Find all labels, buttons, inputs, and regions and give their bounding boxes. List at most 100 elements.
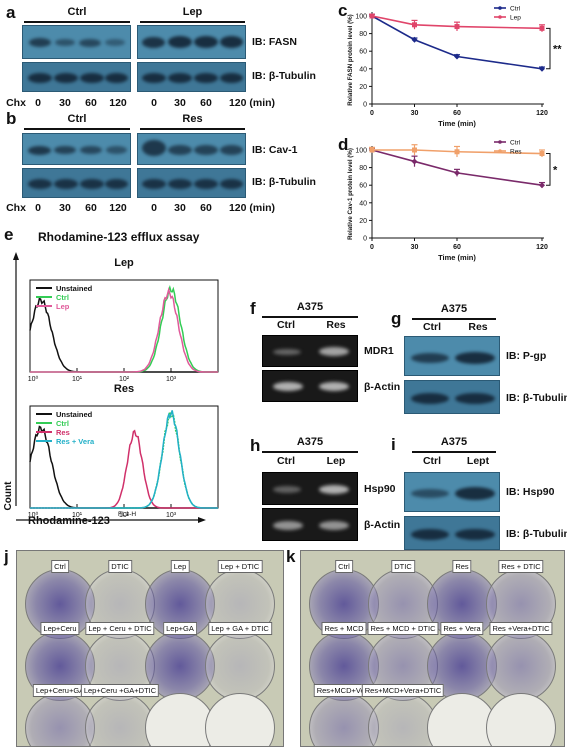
- panel-j-well-2-1: [85, 693, 155, 746]
- panel-d-letter: d: [338, 135, 349, 154]
- hist-curve-top-2: [30, 286, 218, 373]
- panel-f-cell-line: A375: [296, 301, 324, 313]
- panel-h-lanes: Ctrl Lep: [262, 455, 358, 469]
- hist-curve-bottom-3: [30, 410, 218, 509]
- panel-i-blot-hsp90: [404, 472, 500, 512]
- panel-b-label-cav1: IB: Cav-1: [252, 144, 298, 156]
- data-point-lep-2: [454, 24, 460, 30]
- panel-b-lane-3: 60: [85, 202, 97, 214]
- significance-bracket: [546, 27, 551, 70]
- x-tick-label-3: 120: [536, 244, 548, 251]
- hist-tick-label-bottom-0: 10⁰: [28, 511, 39, 519]
- panel-a-lane-8: 120 (min): [228, 97, 276, 109]
- panel-g-lanes: Ctrl Res: [406, 321, 502, 335]
- panel-g-lane-res: Res: [468, 321, 488, 333]
- panel-j-plate: Ctrl DTIC Lep Lep + DTIC Lep+Ceru Lep + Ceru …: [16, 550, 284, 747]
- panel-i-cell-line-rule: [412, 451, 496, 453]
- panel-i-letter: i: [391, 435, 396, 454]
- panel-g-lane-ctrl: Ctrl: [422, 321, 442, 333]
- x-axis-label: Time (min): [438, 253, 476, 262]
- panel-b-label-tubulin: IB: β-Tubulin: [252, 176, 316, 188]
- legend-marker-lep: [498, 15, 502, 19]
- hist-legend-label-top-0: Unstained: [56, 284, 93, 293]
- data-point-res-3: [539, 151, 545, 157]
- panel-j-well-2-0: [25, 693, 95, 746]
- panel-a-label-fasn: IB: FASN: [252, 36, 297, 48]
- hist-tick-label-bottom-3: 10³: [166, 512, 177, 519]
- panel-j-well-label-1-2: Lep+GA: [163, 622, 197, 635]
- series-line-ctrl: [371, 15, 543, 70]
- panel-k-well-label-1-1: Res + MCD + DTIC: [367, 622, 439, 635]
- panel-k-well-2-2: [427, 693, 497, 746]
- panel-k-well-1-3: [486, 631, 556, 701]
- panel-j-well-label-1-0: Lep+Ceru: [40, 622, 80, 635]
- panel-k-well-label-1-3: Res +Vera+DTIC: [489, 622, 553, 635]
- panel-j-well-1-3: [205, 631, 275, 701]
- significance-bracket: [546, 153, 551, 186]
- panel-a-fasn-blot-lep: [137, 25, 246, 59]
- data-point-ctrl-2: [454, 53, 460, 60]
- y-axis-label: Relative Cav-1 protein level (%): [347, 148, 354, 240]
- panel-a-lane-4: 120: [109, 97, 127, 109]
- panel-k-well-label-2-1: Res+MCD+Vera+DTIC: [361, 684, 445, 697]
- count-label: Count: [3, 481, 14, 511]
- x-axis-label: Time (min): [438, 119, 476, 128]
- legend-label-res: Res: [510, 149, 522, 156]
- panel-f-label-mdr1: MDR1: [364, 345, 394, 357]
- panel-a-lane-2: 30: [59, 97, 71, 109]
- panel-a-tubulin-blot-lep: [137, 62, 246, 92]
- y-tick-label-2: 40: [359, 66, 367, 73]
- legend-label-ctrl: Ctrl: [510, 6, 521, 13]
- panel-k-well-label-1-2: Res + Vera: [440, 622, 484, 635]
- panel-a-group-ctrl: Ctrl: [67, 6, 87, 18]
- panel-a-label-tubulin: IB: β-Tubulin: [252, 70, 316, 82]
- panel-i-lane-lept: Lept: [466, 455, 490, 467]
- y-tick-label-2: 40: [359, 200, 367, 207]
- panel-b-lane-6: 30: [174, 202, 186, 214]
- panel-g-label-pgp: IB: P-gp: [506, 350, 547, 362]
- hist-legend-label-top-2: Lep: [56, 302, 70, 311]
- panel-k-plate: Ctrl DTIC Res Res + DTIC Res + MCD Res + MCD …: [300, 550, 565, 747]
- hist-tick-label-top-2: 10²: [119, 376, 130, 383]
- panel-f-gel-actin: [262, 370, 358, 402]
- panel-b-letter: b: [6, 109, 17, 128]
- panel-h-lane-lep: Lep: [326, 455, 346, 467]
- panel-g-blot-tubulin: [404, 380, 500, 414]
- data-point-lep-3: [539, 25, 545, 31]
- panel-h-lane-ctrl: Ctrl: [276, 455, 296, 467]
- panel-k-well-label-0-1: DTIC: [391, 560, 415, 573]
- hist-title-bottom: Res: [114, 383, 134, 395]
- chart-c: 0 20 40 60 80 100 0 30 60 120 Time (min) Relative F…: [347, 6, 562, 129]
- panel-g-letter: g: [391, 309, 402, 328]
- panel-h-gel-actin: [262, 508, 358, 541]
- panel-b-group-res-line: [140, 128, 245, 130]
- x-tick-label-1: 30: [411, 110, 419, 117]
- panel-k-well-label-0-2: Res: [452, 560, 472, 573]
- panel-b-lane-7: 60: [200, 202, 212, 214]
- panel-j-well-label-2-0: Lep+Ceru+GA: [32, 684, 88, 697]
- panel-c-letter: c: [338, 1, 348, 20]
- legend-label-ctrl: Ctrl: [510, 140, 521, 147]
- data-point-ctrl-2: [454, 169, 460, 176]
- panel-b-group-res: Res: [182, 113, 203, 125]
- series-line-ctrl: [371, 149, 543, 186]
- panel-a-tubulin-blot-ctrl: [22, 62, 131, 92]
- panel-a-letter: a: [6, 3, 16, 22]
- panel-b-lane-2: 30: [59, 202, 71, 214]
- y-axis-label: Relative FASN protein level (%): [347, 14, 354, 105]
- hist-title-top: Lep: [114, 257, 134, 269]
- panel-i-label-hsp90: IB: Hsp90: [506, 486, 555, 498]
- panel-b-tubulin-blot-ctrl: [22, 168, 131, 198]
- x-tick-label-2: 60: [453, 244, 461, 251]
- panel-k-well-2-3: [486, 693, 556, 746]
- y-tick-label-1: 20: [359, 218, 367, 225]
- panel-f-gel-mdr1: [262, 335, 358, 367]
- hist-legend-label-top-1: Ctrl: [56, 293, 69, 302]
- panel-i-blot-tubulin: [404, 516, 500, 550]
- panel-f-lanes: Ctrl Res: [262, 319, 358, 333]
- panel-g-label-tubulin: IB: β-Tubulin: [506, 392, 567, 404]
- data-point-res-0: [369, 147, 375, 153]
- panel-b-cav1-blot-res: [137, 133, 246, 165]
- panel-j-well-2-2: [145, 693, 215, 746]
- panel-k-well-label-0-3: Res + DTIC: [498, 560, 544, 573]
